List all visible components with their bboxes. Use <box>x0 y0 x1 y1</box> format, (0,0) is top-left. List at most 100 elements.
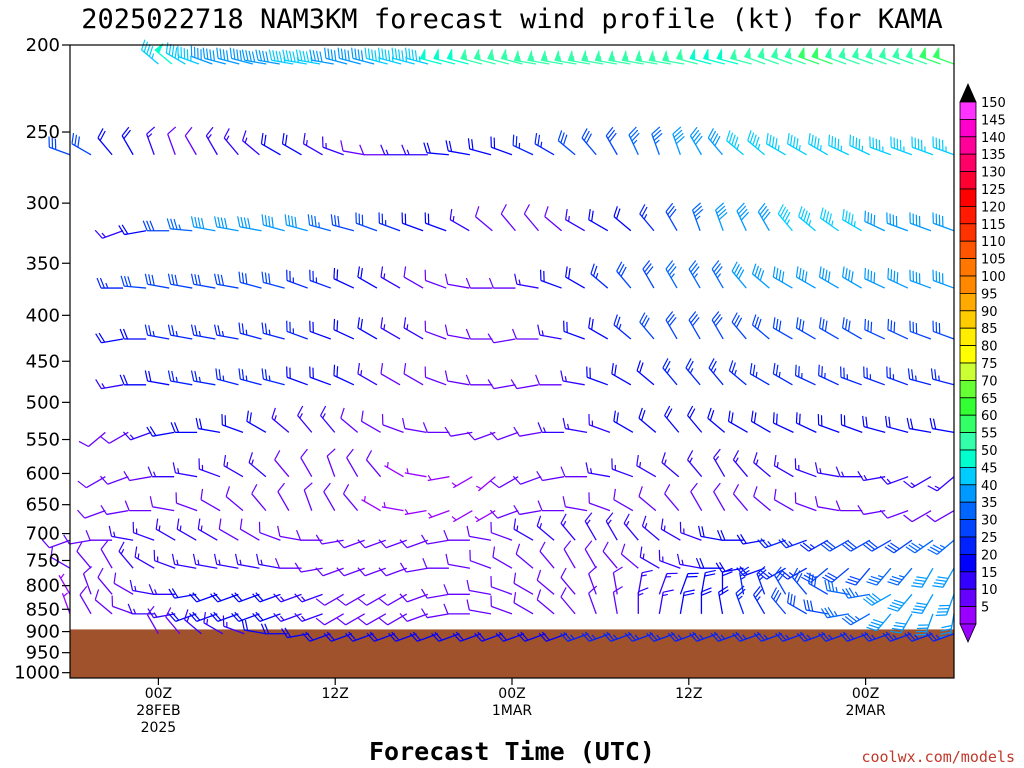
wind-barb <box>731 312 747 340</box>
wind-barb <box>517 631 546 642</box>
colorbar-swatch <box>959 414 977 434</box>
wind-barb <box>605 512 618 541</box>
wind-barb <box>842 208 862 232</box>
wind-barb <box>445 140 471 156</box>
wind-barb <box>675 49 698 65</box>
x-tick-label: 2MAR <box>845 703 886 719</box>
colorbar-label: 25 <box>981 531 998 546</box>
wind-barb <box>864 210 886 232</box>
wind-barb <box>399 612 429 622</box>
wind-barb <box>200 488 221 512</box>
wind-barb <box>322 136 344 156</box>
wind-barb <box>770 587 787 615</box>
wind-barb <box>914 613 934 636</box>
wind-barb <box>523 204 540 232</box>
colorbar-label: 150 <box>981 96 1006 111</box>
wind-barb <box>419 49 442 65</box>
wind-barb <box>672 126 685 155</box>
wind-barb <box>743 47 766 65</box>
wind-barb <box>231 592 260 603</box>
wind-barb <box>189 611 218 622</box>
wind-barb <box>513 504 542 516</box>
wind-barb <box>132 521 155 541</box>
x-tick-label: 00Z <box>145 686 172 702</box>
wind-barb <box>380 144 407 156</box>
wind-barb <box>97 128 113 156</box>
colorbar-label: 130 <box>981 166 1006 181</box>
wind-barb <box>460 49 483 65</box>
wind-barb <box>535 374 562 386</box>
wind-barb <box>286 269 308 289</box>
wind-barb <box>76 541 92 569</box>
wind-barb <box>930 368 955 386</box>
wind-barb <box>172 462 198 478</box>
wind-barb <box>99 475 129 485</box>
colorbar: 1501451401351301251201151101051009590858… <box>959 83 1006 643</box>
wind-barb <box>602 541 618 569</box>
wind-barb <box>514 273 539 289</box>
wind-barb <box>94 589 113 615</box>
wind-barb <box>905 539 934 554</box>
wind-barb <box>567 50 591 65</box>
wind-barb <box>202 47 226 65</box>
wind-barb <box>342 484 359 512</box>
wind-barb <box>303 482 313 511</box>
wind-barb <box>229 47 253 65</box>
wind-barb <box>911 594 934 614</box>
wind-barb <box>840 414 863 433</box>
wind-barb <box>611 458 634 478</box>
wind-barb <box>465 277 493 289</box>
wind-barb <box>307 214 331 232</box>
colorbar-label: 115 <box>981 218 1006 233</box>
wind-barb <box>357 613 387 626</box>
wind-barb <box>239 518 260 541</box>
wind-barb <box>732 631 761 642</box>
wind-barb <box>333 364 355 386</box>
wind-barb <box>511 328 539 340</box>
wind-barb <box>155 518 176 541</box>
wind-barb <box>198 458 221 478</box>
wind-barb <box>431 631 460 642</box>
wind-barb <box>95 332 124 344</box>
colorbar-swatch <box>959 554 977 573</box>
wind-barb <box>142 220 170 232</box>
wind-barb <box>50 546 71 569</box>
wind-barb <box>536 515 555 541</box>
wind-barb <box>925 631 955 642</box>
wind-barb <box>909 269 932 289</box>
wind-barb <box>333 318 355 340</box>
wind-barb <box>97 567 113 595</box>
chart-title: 2025022718 NAM3KM forecast wind profile … <box>81 4 943 35</box>
wind-barb <box>851 47 874 65</box>
wind-barb <box>879 475 909 485</box>
wind-barb <box>586 366 608 386</box>
wind-barb <box>563 540 576 569</box>
wind-barb <box>557 130 576 156</box>
wind-barb <box>274 450 290 478</box>
wind-barb <box>403 317 424 340</box>
wind-barb <box>841 613 871 626</box>
wind-barb <box>500 49 523 65</box>
wind-barb <box>336 539 365 549</box>
wind-barb <box>216 47 240 65</box>
wind-barb <box>108 525 134 541</box>
wind-barb <box>77 509 106 519</box>
wind-barb <box>444 273 470 289</box>
wind-barb <box>294 612 323 622</box>
wind-barb <box>513 572 534 595</box>
wind-barb <box>210 611 239 622</box>
wind-barb <box>189 592 218 603</box>
wind-barb <box>536 589 555 615</box>
y-axis: 200 250 300 350 400 450 500 550 600 650 700 750 8008… <box>14 35 70 684</box>
y-tick-label: 900 <box>26 622 60 643</box>
wind-barb <box>297 405 313 433</box>
wind-barb <box>726 130 744 156</box>
wind-barb <box>336 613 365 626</box>
wind-barb <box>258 521 281 541</box>
wind-barb <box>713 448 726 478</box>
wind-barb <box>451 510 473 523</box>
wind-barb <box>190 273 216 289</box>
wind-barb <box>658 589 674 614</box>
wind-barb <box>636 454 657 478</box>
wind-barb <box>424 269 447 289</box>
